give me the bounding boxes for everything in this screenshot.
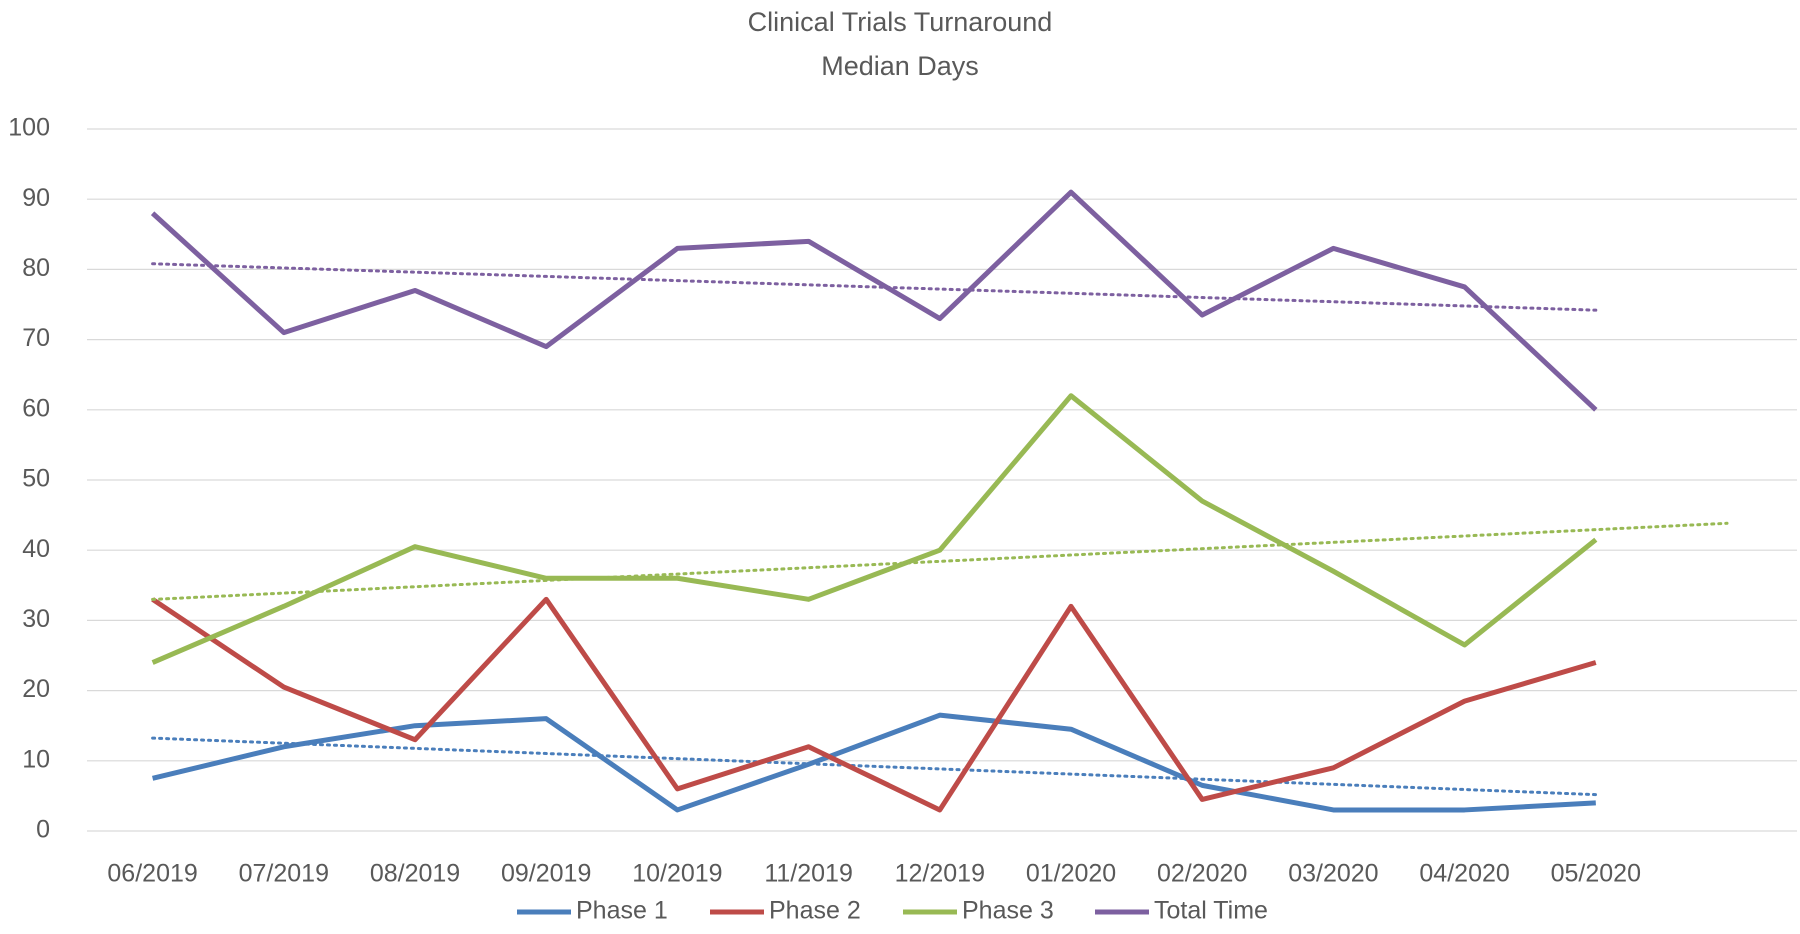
x-tick-label: 04/2020 [1419, 860, 1509, 888]
x-tick-label: 07/2019 [239, 860, 329, 888]
y-tick-label: 40 [22, 535, 50, 563]
legend-label: Total Time [1154, 897, 1268, 925]
legend-label: Phase 1 [576, 897, 668, 925]
y-tick-label: 30 [22, 605, 50, 633]
series-line [151, 393, 1598, 665]
y-tick-label: 0 [36, 816, 50, 844]
legend-label: Phase 3 [962, 897, 1054, 925]
legend-label: Phase 2 [769, 897, 861, 925]
y-tick-label: 80 [22, 254, 50, 282]
x-tick-label: 06/2019 [107, 860, 197, 888]
trendline [151, 736, 1598, 797]
y-tick-label: 20 [22, 675, 50, 703]
y-tick-label: 50 [22, 465, 50, 493]
y-tick-label: 10 [22, 745, 50, 773]
series-line [152, 712, 1596, 813]
x-tick-label: 03/2020 [1288, 860, 1378, 888]
x-tick-label: 02/2020 [1157, 860, 1247, 888]
series-line [151, 596, 1597, 813]
x-tick-label: 09/2019 [501, 860, 591, 888]
x-tick-label: 08/2019 [370, 860, 460, 888]
y-tick-label: 70 [22, 324, 50, 352]
x-tick-label: 10/2019 [632, 860, 722, 888]
y-tick-label: 90 [22, 184, 50, 212]
chart-subtitle: Median Days [821, 51, 979, 81]
x-tick-label: 12/2019 [895, 860, 985, 888]
y-tick-label: 60 [22, 394, 50, 422]
x-tick-label: 01/2020 [1026, 860, 1116, 888]
y-tick-label: 100 [8, 114, 50, 142]
trendline [151, 262, 1598, 312]
series-line [150, 189, 1598, 412]
x-tick-label: 05/2020 [1551, 860, 1641, 888]
x-tick-label: 11/2019 [764, 860, 853, 888]
chart-title: Clinical Trials Turnaround [748, 7, 1053, 37]
